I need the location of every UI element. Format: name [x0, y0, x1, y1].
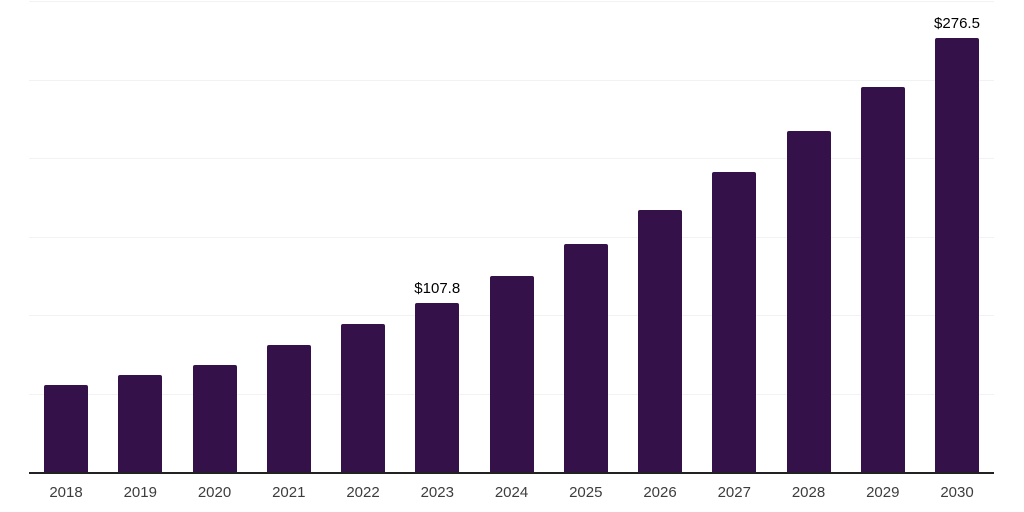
- x-tick-label-2026: 2026: [643, 484, 677, 501]
- x-tick-label-2030: 2030: [940, 484, 974, 501]
- x-tick-label-2019: 2019: [123, 484, 157, 501]
- x-tick-label-2023: 2023: [420, 484, 454, 501]
- x-tick-label-2022: 2022: [346, 484, 380, 501]
- bar-2025: [563, 244, 608, 472]
- x-tick-label-2029: 2029: [866, 484, 900, 501]
- x-tick-label-2025: 2025: [569, 484, 603, 501]
- gridline-250: [29, 80, 994, 81]
- value-label-2030: $276.5: [934, 14, 980, 32]
- bar-2021: [266, 344, 311, 472]
- bar-2030: [935, 37, 979, 472]
- bar-2026: [638, 210, 682, 472]
- x-tick-label-2024: 2024: [494, 484, 529, 501]
- value-label-2023: $107.8: [414, 279, 461, 297]
- x-tick-label-2018: 2018: [49, 484, 83, 501]
- gridline-150: [29, 237, 994, 238]
- bar-2018: [44, 385, 88, 472]
- x-axis-line: [29, 472, 994, 474]
- x-tick-label-2021: 2021: [272, 484, 306, 501]
- x-tick-label-2020: 2020: [197, 484, 232, 501]
- bar-2029: [860, 86, 905, 472]
- bar-2020: [192, 364, 237, 472]
- gridline-300: [29, 1, 994, 2]
- bar-2028: [786, 130, 831, 472]
- x-tick-label-2028: 2028: [791, 484, 826, 501]
- bar-2023: [415, 302, 460, 472]
- bar-2024: [489, 275, 534, 472]
- gridline-200: [29, 158, 994, 159]
- bar-2027: [712, 172, 757, 472]
- x-tick-label-2027: 2027: [717, 484, 751, 501]
- bar-2019: [118, 374, 163, 472]
- bar-2022: [341, 323, 385, 472]
